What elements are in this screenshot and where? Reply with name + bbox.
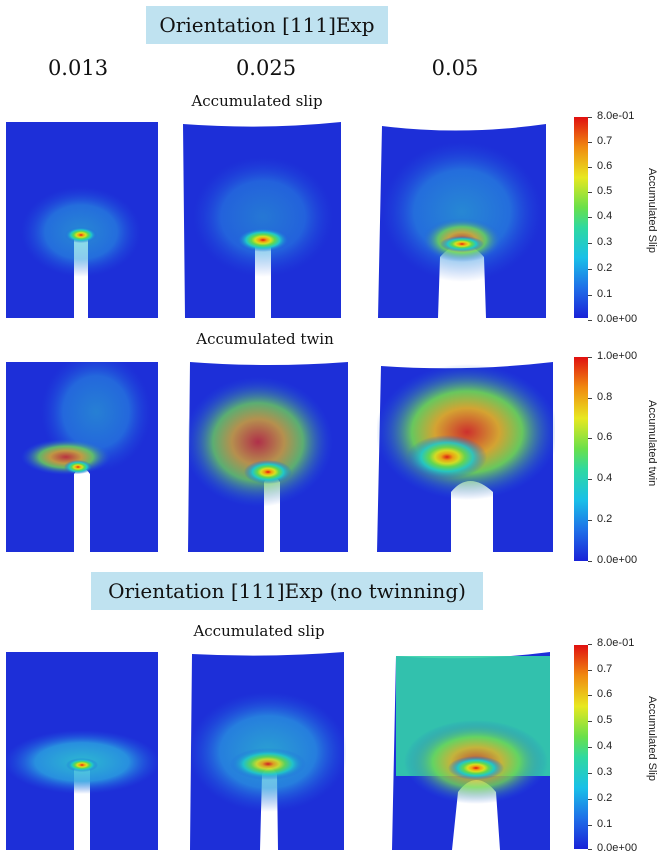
notwin-tick: 0.0e+00 xyxy=(587,842,638,854)
twin-colorbar-title: Accumulated twin xyxy=(646,400,658,487)
section-title-no-twinning: Orientation [111]Exp (no twinning) xyxy=(91,572,483,610)
slip-tick: 0.2 xyxy=(587,262,613,274)
strain-label-005: 0.05 xyxy=(431,56,479,80)
notwin-panel-0025 xyxy=(190,652,346,850)
slip-colorbar xyxy=(574,117,588,318)
section-title: Orientation [111]Exp xyxy=(146,6,388,44)
twin-panel-0013 xyxy=(6,362,158,552)
notwin-panel-0013 xyxy=(6,652,158,850)
notwin-tick: 0.3 xyxy=(587,766,613,778)
twin-tick: 1.0e+00 xyxy=(587,350,638,362)
slip-tick: 8.0e-01 xyxy=(587,110,635,122)
notwin-tick: 8.0e-01 xyxy=(587,637,635,649)
slip-panel-0025 xyxy=(183,122,341,318)
row-title-twin: Accumulated twin xyxy=(196,330,334,348)
slip-tick: 0.0e+00 xyxy=(587,313,638,325)
notwin-colorbar xyxy=(574,645,588,849)
slip-tick: 0.3 xyxy=(587,236,613,248)
notwin-tick: 0.4 xyxy=(587,740,613,752)
slip-tick: 0.6 xyxy=(587,160,613,172)
twin-panel-005 xyxy=(377,362,555,552)
notwin-tick: 0.2 xyxy=(587,792,613,804)
slip-tick: 0.4 xyxy=(587,210,613,222)
notwin-tick: 0.1 xyxy=(587,818,613,830)
twin-panel-0025 xyxy=(188,362,348,552)
strain-label-0025: 0.025 xyxy=(235,56,297,80)
slip-colorbar-title: Accumulated Slip xyxy=(646,168,658,253)
notwin-tick: 0.6 xyxy=(587,688,613,700)
slip-panel-005 xyxy=(378,124,546,318)
twin-tick: 0.6 xyxy=(587,431,613,443)
twin-tick: 0.0e+00 xyxy=(587,554,638,566)
slip-panel-0013 xyxy=(6,122,158,318)
strain-label-0013: 0.013 xyxy=(47,56,109,80)
twin-tick: 0.2 xyxy=(587,513,613,525)
slip-tick: 0.5 xyxy=(587,185,613,197)
notwin-colorbar-title: Accumulated Slip xyxy=(646,696,658,781)
notwin-panel-005 xyxy=(392,652,550,850)
slip-tick: 0.7 xyxy=(587,135,613,147)
twin-tick: 0.8 xyxy=(587,391,613,403)
slip-tick: 0.1 xyxy=(587,288,613,300)
notwin-tick: 0.7 xyxy=(587,663,613,675)
row-title-slip: Accumulated slip xyxy=(191,92,323,110)
notwin-tick: 0.5 xyxy=(587,714,613,726)
twin-colorbar xyxy=(574,357,588,561)
row-title-slip-no-twin: Accumulated slip xyxy=(193,622,325,640)
twin-tick: 0.4 xyxy=(587,472,613,484)
